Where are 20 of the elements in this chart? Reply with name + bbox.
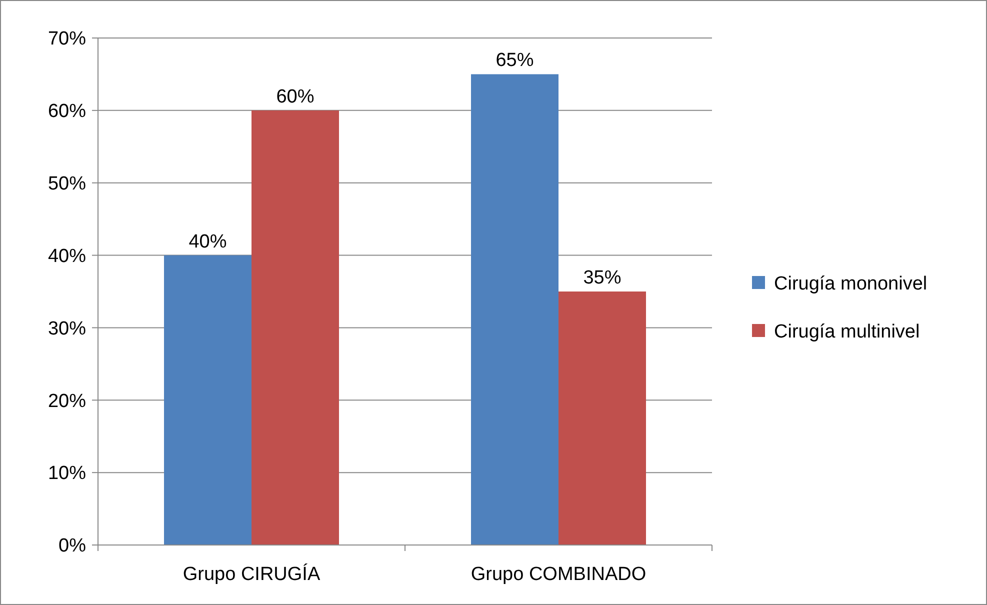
y-tick-label: 50% (48, 174, 86, 195)
bar (471, 74, 558, 545)
y-tick-label: 70% (48, 28, 86, 50)
bar (164, 255, 252, 545)
bar (558, 292, 646, 545)
data-label: 65% (496, 50, 534, 72)
data-label: 40% (188, 231, 227, 252)
y-tick-label: 10% (48, 463, 86, 484)
legend-label: Cirugía multinivel (774, 322, 920, 343)
data-label: 60% (276, 86, 314, 108)
data-label: 35% (583, 268, 622, 288)
y-tick-label: 20% (48, 390, 86, 412)
y-tick-label: 0% (58, 536, 86, 557)
legend-label: Cirugía mononivel (774, 274, 928, 295)
bar (252, 110, 339, 545)
y-tick-label: 30% (48, 318, 86, 340)
y-tick-label: 40% (48, 246, 86, 267)
x-tick-label: Grupo CIRUGÍA (182, 563, 320, 585)
y-tick-label: 60% (48, 101, 86, 122)
x-tick-label: Grupo COMBINADO (470, 564, 646, 585)
